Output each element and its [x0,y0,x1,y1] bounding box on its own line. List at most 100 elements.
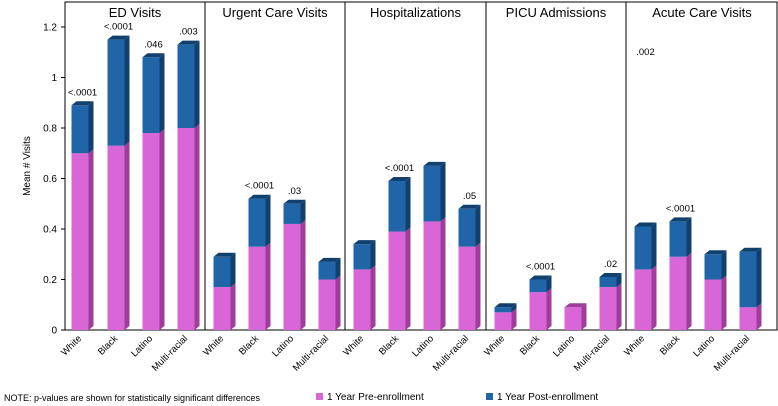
bar-post-enrollment [107,39,125,146]
bar-pre-enrollment-side [230,283,236,330]
category-label: Multi-racial [712,333,752,373]
p-value-label: <.0001 [666,203,695,214]
category-label: Black [658,333,682,357]
category-label: Black [377,333,401,357]
bar-post-enrollment-side [335,257,341,280]
bar-pre-enrollment [213,287,231,330]
y-tick-label: 0.6 [43,174,57,185]
category-label: Black [96,333,120,357]
bar-pre-enrollment-side [300,219,306,330]
panel-title: ED Visits [109,5,162,20]
bar-pre-enrollment-side [721,275,727,330]
bar-pre-enrollment-side [194,124,200,330]
bar-pre-enrollment [599,287,617,330]
bar-post-enrollment-side [230,252,236,288]
bar-post-enrollment [283,203,301,224]
bar-post-enrollment-side [686,217,692,257]
footnote: NOTE: p-values are shown for statistical… [4,393,260,403]
panel-title: PICU Admissions [506,5,607,20]
bar-post-enrollment [739,251,757,308]
bar-top [494,303,517,308]
y-tick-label: 0.2 [43,275,57,286]
bar-top [318,257,341,262]
bar-pre-enrollment-side [265,242,271,330]
bar-post-enrollment [529,279,547,293]
bar-top [564,303,587,308]
legend-label: 1 Year Post-enrollment [497,392,598,403]
p-value-label: .002 [636,47,655,58]
bar-post-enrollment [634,226,652,270]
plot-frame [64,1,778,331]
y-tick-label: 1 [51,73,57,84]
bar-post-enrollment [353,244,371,270]
y-axis-label: Mean # Visits [22,136,33,196]
panel-title: Urgent Care Visits [222,5,328,20]
p-value-label: <.0001 [245,181,274,192]
legend-label: 1 Year Pre-enrollment [327,392,424,403]
category-label: White [341,333,366,358]
bar-post-enrollment-side [370,240,376,270]
bar-top [529,275,552,280]
bar-top [669,217,692,222]
category-label: White [59,333,84,358]
bar-pre-enrollment-side [581,303,587,330]
panel-title: Acute Care Visits [652,5,752,20]
bar-pre-enrollment-side [440,217,446,330]
category-label: Black [518,333,542,357]
legend-swatch [486,393,493,400]
category-label: White [482,333,507,358]
bar-post-enrollment-side [124,35,130,146]
bar-top [423,161,446,166]
p-value-label: .03 [288,186,301,197]
bar-pre-enrollment [388,231,406,330]
bar-top [388,177,411,182]
bar-top [177,40,200,45]
bar-top [599,272,622,277]
p-value-label: <.0001 [385,163,414,174]
category-label: Latino [551,333,577,359]
bar-top [71,101,94,106]
bar-pre-enrollment-side [546,288,552,330]
bar-top [142,53,165,58]
bar-post-enrollment [318,261,336,280]
bar-post-enrollment-side [159,53,165,134]
bar-top [213,252,236,257]
category-label: Latino [691,333,717,359]
p-value-label: <.0001 [526,262,555,273]
bar-top [283,199,306,204]
bar-pre-enrollment-side [335,275,341,330]
bar-pre-enrollment [529,292,547,330]
y-tick-label: 0.8 [43,124,57,135]
category-label: Multi-racial [572,333,612,373]
bar-pre-enrollment [318,279,336,330]
p-value-label: <.0001 [104,22,133,33]
bar-post-enrollment-side [405,177,411,232]
bar-pre-enrollment-side [475,242,481,330]
bar-pre-enrollment-side [124,141,130,330]
bar-post-enrollment-side [756,247,762,308]
bar-post-enrollment-side [546,275,552,293]
bar-post-enrollment-side [651,222,657,270]
bar-pre-enrollment [494,312,512,330]
bar-pre-enrollment [177,128,195,330]
bar-post-enrollment [177,44,195,128]
bar-post-enrollment [213,256,231,288]
bar-pre-enrollment-side [159,129,165,330]
bar-top [353,240,376,245]
bar-pre-enrollment [71,153,89,330]
bar-top [248,194,271,199]
category-label: Latino [129,333,155,359]
bar-post-enrollment-side [475,204,481,247]
bar-post-enrollment [71,105,89,154]
bar-post-enrollment-side [440,161,446,222]
bar-pre-enrollment-side [686,252,692,330]
bar-top [739,247,762,252]
bar-top [458,204,481,209]
bar-pre-enrollment-side [616,283,622,330]
category-label: White [201,333,226,358]
p-value-label: .046 [144,39,163,50]
bar-pre-enrollment [634,269,652,330]
bar-pre-enrollment-side [88,149,94,330]
bar-post-enrollment-side [511,303,517,313]
